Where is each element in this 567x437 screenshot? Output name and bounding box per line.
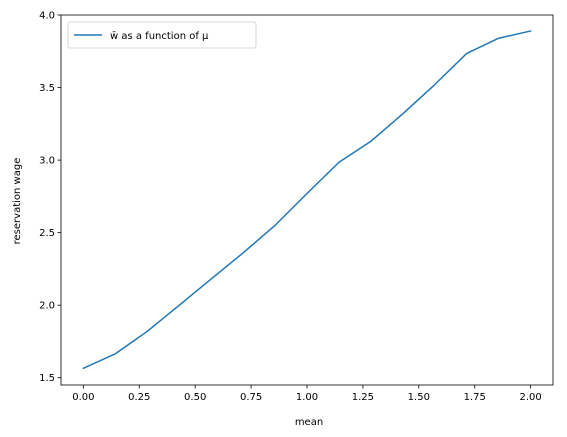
x-tick-label: 1.75 <box>464 392 486 403</box>
plot-background <box>61 15 553 385</box>
legend-label: w̄ as a function of μ <box>110 31 209 42</box>
y-axis-label: reservation wage <box>12 158 23 245</box>
x-tick-label: 0.25 <box>128 392 150 403</box>
x-tick-label: 0.50 <box>184 392 206 403</box>
y-tick-label: 1.5 <box>39 373 55 384</box>
x-tick-label: 2.00 <box>520 392 542 403</box>
x-tick-label: 1.50 <box>408 392 430 403</box>
y-tick-label: 3.0 <box>39 156 55 167</box>
legend-frame <box>67 21 257 49</box>
axes-layer: 0.00 0.25 0.50 0.75 1.00 1.25 1.50 1.75 2.00 1.5 2… <box>39 11 554 403</box>
x-tick-label: 0.75 <box>240 392 262 403</box>
x-tick-label: 1.00 <box>296 392 318 403</box>
y-tick-label: 3.5 <box>39 83 55 94</box>
series-layer <box>82 30 532 370</box>
x-axis-label: mean <box>295 417 323 428</box>
x-tick-label: 0.00 <box>72 392 94 403</box>
legend: w̄ as a function of μ <box>67 21 257 49</box>
y-tick-label: 4.0 <box>39 11 55 22</box>
y-tick-label: 2.0 <box>39 301 55 312</box>
plot-area <box>61 15 553 385</box>
y-tick-label: 2.5 <box>39 228 55 239</box>
x-tick-label: 1.25 <box>352 392 374 403</box>
series-line-0 <box>82 30 532 370</box>
